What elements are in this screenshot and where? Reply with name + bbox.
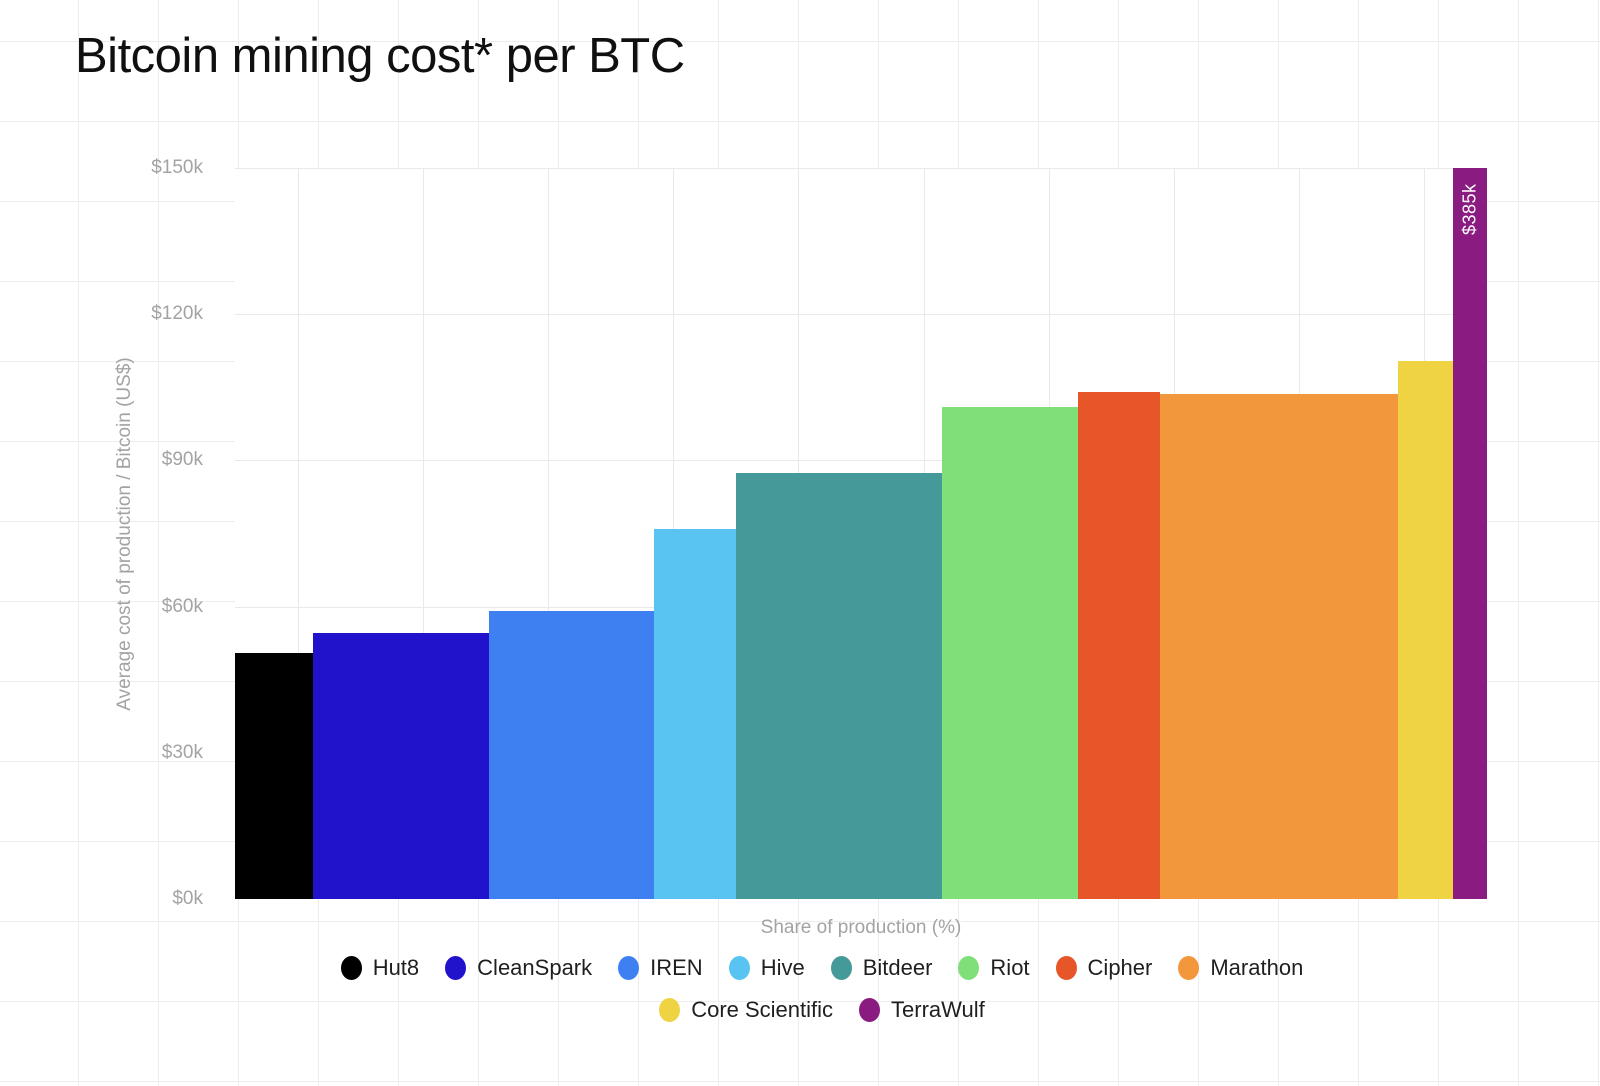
legend-label-terrawulf: TerraWulf	[891, 997, 985, 1022]
bar-marathon[interactable]	[1160, 393, 1399, 899]
y-tick-label-90k: $90k	[161, 449, 203, 471]
legend-label-marathon: Marathon	[1210, 955, 1304, 980]
legend: Hut8 CleanSpark IREN Hive Bitdeer Riot Cipher M…	[322, 955, 1322, 1023]
gridline-v-15pct	[422, 168, 424, 899]
bar-hive[interactable]	[654, 528, 736, 899]
bar-hut8[interactable]	[235, 652, 313, 899]
bar-value-label-terrawulf: $385k	[1459, 183, 1480, 235]
legend-label-iren: IREN	[650, 955, 703, 980]
gridline-h-150k	[235, 168, 1487, 169]
legend-item-cipher[interactable]: Cipher	[1055, 955, 1153, 981]
y-tick-label-120k: $120k	[151, 303, 203, 325]
bar-core-scientific[interactable]	[1398, 360, 1454, 899]
bar-iren[interactable]	[489, 611, 655, 899]
legend-item-core-scientific[interactable]: Core Scientific	[659, 997, 833, 1023]
legend-label-core-scientific: Core Scientific	[691, 997, 834, 1022]
gridline-h-90k	[235, 460, 1487, 462]
legend-item-hive[interactable]: Hive	[728, 955, 805, 981]
y-axis-title: Average cost of production / Bitcoin (US…	[114, 357, 135, 711]
page-title: Bitcoin mining cost* per BTC	[75, 29, 685, 83]
legend-item-terrawulf[interactable]: TerraWulf	[859, 997, 985, 1023]
bar-cipher[interactable]	[1077, 392, 1161, 899]
bar-bitdeer[interactable]	[735, 472, 943, 899]
plot-area: $385k	[235, 168, 1487, 899]
legend-label-cleanspark: CleanSpark	[477, 955, 593, 980]
legend-swatch-bitdeer	[830, 956, 852, 980]
legend-item-bitdeer[interactable]: Bitdeer	[830, 955, 933, 981]
legend-label-hive: Hive	[760, 955, 805, 980]
legend-item-cleanspark[interactable]: CleanSpark	[445, 955, 592, 981]
y-tick-label-30k: $30k	[161, 741, 203, 763]
legend-swatch-marathon	[1178, 956, 1200, 980]
y-tick-label-150k: $150k	[151, 157, 203, 178]
x-axis-title: Share of production (%)	[760, 917, 962, 938]
legend-item-iren[interactable]: IREN	[618, 955, 703, 981]
y-tick-label-0k: $0k	[172, 888, 203, 909]
bar-cleanspark[interactable]	[312, 633, 490, 899]
legend-item-marathon[interactable]: Marathon	[1178, 955, 1303, 981]
bar-terrawulf[interactable]: $385k	[1453, 168, 1487, 899]
legend-swatch-riot	[958, 956, 980, 980]
y-tick-label-60k: $60k	[161, 595, 203, 617]
legend-item-riot[interactable]: Riot	[958, 955, 1030, 981]
legend-swatch-hive	[728, 956, 750, 980]
legend-label-bitdeer: Bitdeer	[862, 955, 933, 980]
legend-label-riot: Riot	[990, 955, 1030, 980]
legend-swatch-iren	[618, 956, 640, 980]
legend-item-hut8[interactable]: Hut8	[340, 955, 420, 981]
bar-riot[interactable]	[942, 406, 1078, 899]
legend-swatch-terrawulf	[859, 998, 881, 1022]
legend-swatch-hut8	[340, 956, 362, 980]
legend-swatch-core-scientific	[659, 998, 681, 1022]
legend-swatch-cleanspark	[445, 956, 467, 980]
gridline-v-5pct	[297, 168, 299, 899]
gridline-h-120k	[235, 314, 1487, 316]
legend-swatch-cipher	[1055, 956, 1077, 980]
legend-label-hut8: Hut8	[372, 955, 420, 980]
legend-label-cipher: Cipher	[1087, 955, 1153, 980]
gridline-v-25pct	[548, 168, 549, 899]
